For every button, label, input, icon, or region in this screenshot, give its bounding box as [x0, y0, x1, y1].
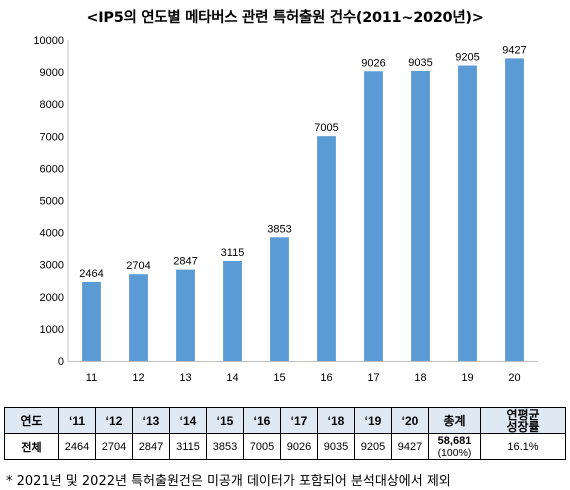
table-cell: 9205 [354, 433, 392, 460]
x-tick-label: 14 [226, 372, 238, 384]
x-tick-label: 13 [179, 372, 191, 384]
table-header-cagr: 연평균 성장률 [480, 407, 566, 434]
x-tick-label: 16 [320, 372, 332, 384]
table-header-year: 연도 [4, 407, 59, 434]
table-header-cell: ‘20 [391, 407, 429, 434]
x-tick-label: 18 [414, 372, 426, 384]
y-tick-label: 10000 [33, 35, 64, 47]
x-tick-label: 15 [273, 372, 285, 384]
y-tick-label: 5000 [40, 196, 64, 208]
data-label: 3853 [267, 223, 291, 235]
data-label: 9205 [455, 52, 479, 64]
table-cell: 7005 [243, 433, 281, 460]
chart-title: <IP5의 연도별 메타버스 관련 특허출원 건수(2011~2020년)> [86, 10, 484, 26]
data-label: 7005 [314, 122, 338, 134]
table-cell: 3853 [206, 433, 244, 460]
bar [505, 58, 524, 361]
y-tick-label: 0 [58, 356, 64, 368]
table-cagr-cell: 16.1% [480, 433, 566, 460]
data-label: 2704 [126, 260, 150, 272]
bar-chart: 0 1000 2000 3000 4000 5000 6000 7000 8000 9000 100… [33, 35, 538, 384]
table-cell: 2847 [132, 433, 170, 460]
data-table: 연도 ‘11 ‘12 ‘13 ‘14 ‘15 ‘16 ‘17 ‘18 ‘19 ‘… [4, 407, 566, 460]
y-tick-label: 7000 [40, 131, 64, 143]
table-header-cell: ‘12 [95, 407, 133, 434]
table-header-cell: ‘11 [58, 407, 96, 434]
table-header-cell: ‘14 [169, 407, 207, 434]
y-tick-label: 3000 [40, 260, 64, 272]
table-row-label: 전체 [4, 433, 59, 460]
table-total-cell: 58,681 (100%) [428, 433, 481, 460]
bar [270, 237, 289, 361]
y-tick-label: 1000 [40, 324, 64, 336]
y-tick-label: 8000 [40, 99, 64, 111]
table-header-cell: ‘15 [206, 407, 244, 434]
x-tick-label: 19 [461, 372, 473, 384]
table-cell: 9427 [391, 433, 429, 460]
table-header-cell: ‘18 [317, 407, 355, 434]
data-label: 2847 [173, 256, 197, 268]
cagr-header-line2: 성장률 [506, 419, 540, 434]
data-label: 9035 [408, 57, 432, 69]
bar [458, 65, 477, 361]
y-tick-label: 6000 [40, 163, 64, 175]
table-cell: 9026 [280, 433, 318, 460]
total-value: 58,681 [437, 434, 472, 447]
x-tick-label: 17 [367, 372, 379, 384]
table-cell: 2704 [95, 433, 133, 460]
table-header-cell: ‘16 [243, 407, 281, 434]
y-tick-label: 2000 [40, 292, 64, 304]
bar [411, 70, 430, 361]
data-label: 2464 [79, 268, 103, 280]
total-percent: (100%) [437, 446, 472, 459]
data-label: 9026 [361, 57, 385, 69]
table-header-total: 총계 [428, 407, 481, 434]
y-tick-label: 4000 [40, 228, 64, 240]
table-cell: 3115 [169, 433, 207, 460]
data-label: 9427 [502, 44, 526, 56]
bar [317, 136, 336, 361]
bar [176, 269, 195, 361]
x-tick-label: 20 [508, 372, 520, 384]
footnote: * 2021년 및 2022년 특허출원건은 미공개 데이터가 포함되어 분석대… [6, 474, 451, 489]
bar [364, 71, 383, 361]
data-label: 3115 [221, 247, 245, 259]
table-cell: 2464 [58, 433, 96, 460]
cagr-header-line1: 연평균 [506, 407, 540, 422]
table-header-cell: ‘13 [132, 407, 170, 434]
bar [129, 274, 148, 361]
y-tick-label: 9000 [40, 67, 64, 79]
table-row: 전체 2464 2704 2847 3115 3853 7005 9026 90… [4, 433, 566, 460]
bar [82, 281, 101, 361]
table-cell: 9035 [317, 433, 355, 460]
bar [223, 261, 242, 361]
table-header-row: 연도 ‘11 ‘12 ‘13 ‘14 ‘15 ‘16 ‘17 ‘18 ‘19 ‘… [4, 407, 566, 434]
x-tick-label: 12 [132, 372, 144, 384]
table-header-cell: ‘19 [354, 407, 392, 434]
x-tick-label: 11 [86, 372, 97, 384]
table-header-cell: ‘17 [280, 407, 318, 434]
